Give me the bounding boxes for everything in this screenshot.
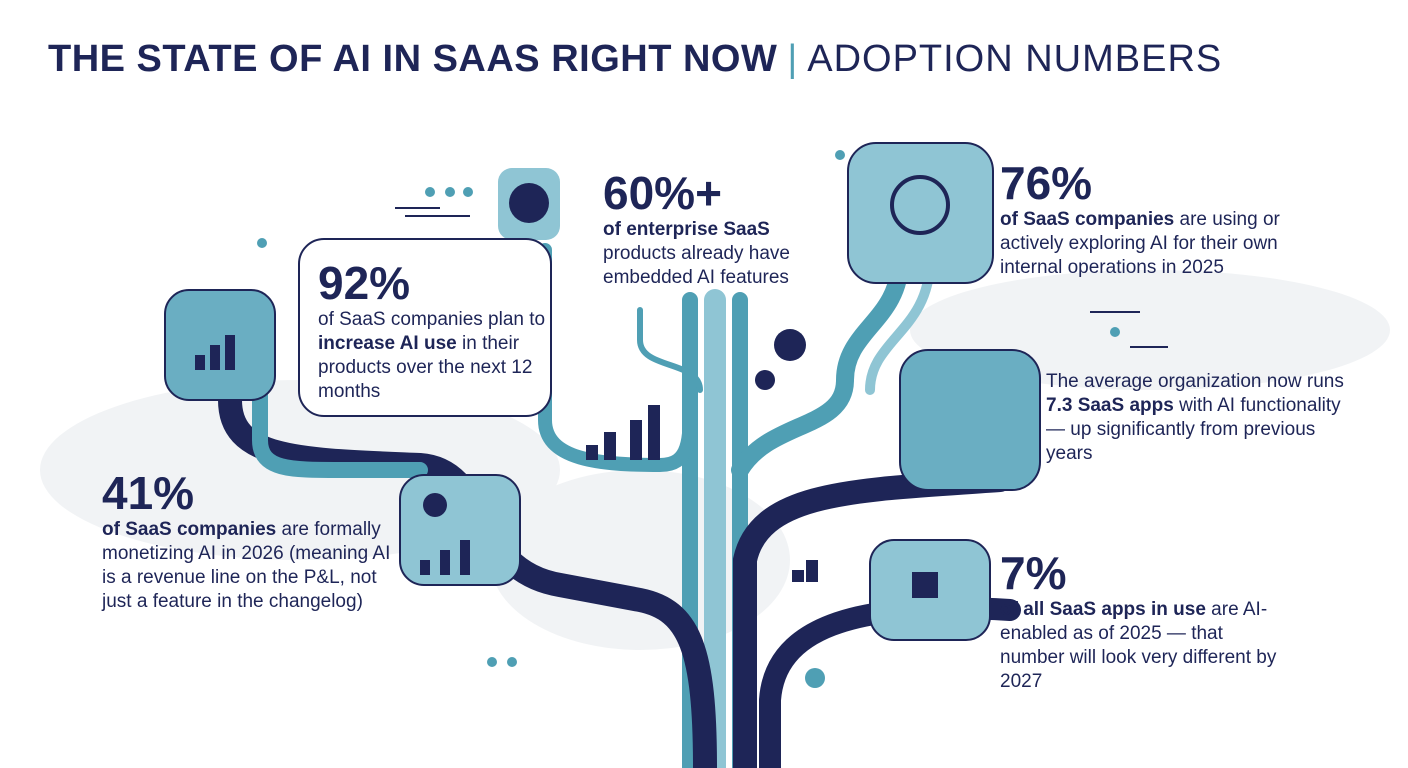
stat-body: of all SaaS apps in use are AI-enabled a… [1000,598,1290,694]
stat-body: of enterprise SaaS products already have… [603,218,833,290]
stat-headline: 60%+ [603,167,722,219]
stat-body: The average organization now runs 7.3 Sa… [1046,370,1346,466]
stat-body: of SaaS companies are using or actively … [1000,208,1300,280]
stat-body: of SaaS companies plan to increase AI us… [318,308,548,404]
stat-text: of SaaS companies [102,519,277,540]
stat-text: of SaaS companies plan to [318,309,546,330]
stat-text: products already have embedded AI featur… [603,243,790,288]
stat-text: of SaaS companies [1000,209,1175,230]
stat-text: The average organization now runs [1046,371,1344,392]
stat-text: are AI-enabled as of 2025 — that number … [1000,599,1277,692]
stat: 92% of SaaS companies plan to increase AI… [318,258,548,404]
stat-text: are using or actively exploring AI for t… [1000,209,1280,278]
stat-text: with AI functionality — up significantly… [1046,395,1341,464]
stat: 41% of SaaS companies are formally moneti… [102,468,402,614]
stat: 76% of SaaS companies are using or active… [1000,158,1300,280]
stat-text: of enterprise SaaS [603,219,770,240]
stat-body: of SaaS companies are formally monetizin… [102,518,402,614]
title-bar: THE STATE OF AI IN SAAS RIGHT NOW | ADOPTI… [48,38,1223,80]
stat-text: of all SaaS apps in use [1000,599,1206,620]
stat-card [298,238,552,417]
stat-text: are formally monetizing AI in 2026 (mean… [102,519,391,612]
stat-text: in their products over the next 12 month… [318,333,533,402]
stat-headline: 7% [1000,547,1067,599]
stat-headline: 41% [102,467,195,519]
stat: 7% of all SaaS apps in use are AI-enabled… [1000,548,1290,694]
stat-text: 7.3 SaaS apps [1046,395,1174,416]
subtitle: ADOPTION NUMBERS [807,38,1223,80]
title: THE STATE OF AI IN SAAS RIGHT NOW [48,38,778,80]
stat: The average organization now runs 7.3 Sa… [1046,370,1346,466]
stat: 60%+ of enterprise SaaS products already … [603,168,833,290]
stat-text: increase AI use [318,333,457,354]
stat-headline: 76% [1000,157,1093,209]
stat-headline: 92% [318,257,411,309]
